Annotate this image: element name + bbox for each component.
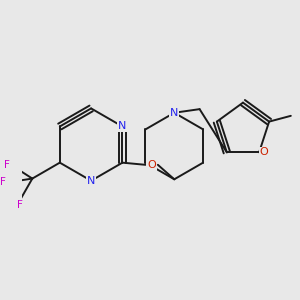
Text: N: N <box>87 176 95 186</box>
Text: F: F <box>0 177 6 187</box>
Text: N: N <box>118 122 127 131</box>
Text: F: F <box>17 200 23 210</box>
Text: F: F <box>4 160 10 170</box>
Text: O: O <box>260 147 268 157</box>
Text: O: O <box>147 160 156 170</box>
Text: N: N <box>170 108 178 118</box>
